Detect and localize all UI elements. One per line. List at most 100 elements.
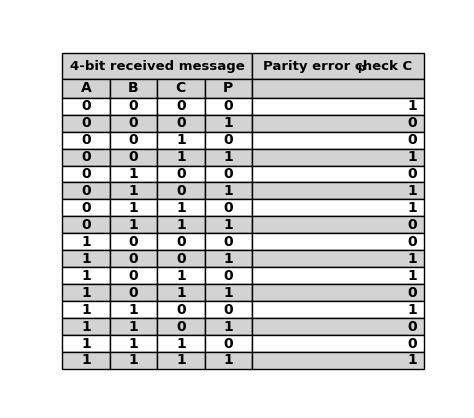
Text: 1: 1 [408,354,417,367]
Bar [157,250,205,267]
Bar [157,199,205,217]
Text: 1: 1 [176,354,186,367]
Bar [252,115,423,132]
Text: 0: 0 [223,336,233,351]
Bar [205,233,252,250]
Bar [205,149,252,166]
Text: 0: 0 [408,320,417,334]
Text: 0: 0 [128,235,138,249]
Bar [110,301,157,318]
Bar [205,132,252,149]
Text: 0: 0 [408,218,417,232]
Bar [205,352,252,369]
Text: 0: 0 [81,167,91,181]
Bar [205,98,252,115]
Bar [110,79,157,98]
Text: 0: 0 [408,116,417,130]
Bar [252,318,423,335]
Bar [63,166,110,183]
Text: 0: 0 [223,269,233,283]
Text: 0: 0 [176,235,186,249]
Bar [205,318,252,335]
Bar [110,217,157,233]
Bar [63,98,110,115]
Bar [157,149,205,166]
Bar [110,115,157,132]
Text: 1: 1 [176,201,186,215]
Bar [157,301,205,318]
Bar [63,79,110,98]
Text: 0: 0 [408,167,417,181]
Bar [252,335,423,352]
Bar [157,98,205,115]
Text: Parity error check C: Parity error check C [263,60,412,73]
Bar [252,53,423,79]
Text: 1: 1 [176,336,186,351]
Text: 1: 1 [408,269,417,283]
Bar [252,284,423,301]
Bar [205,199,252,217]
Bar [110,335,157,352]
Bar [252,217,423,233]
Bar [63,352,110,369]
Text: 1: 1 [176,133,186,147]
Text: 0: 0 [176,99,186,113]
Bar [63,250,110,267]
Text: 0: 0 [176,116,186,130]
Bar [157,79,205,98]
Text: 1: 1 [128,167,138,181]
Text: 0: 0 [176,184,186,198]
Text: 1: 1 [223,150,233,164]
Bar [252,79,423,98]
Bar [157,183,205,199]
Text: 0: 0 [81,201,91,215]
Text: C: C [176,82,186,95]
Text: 1: 1 [81,354,91,367]
Text: 0: 0 [223,167,233,181]
Text: P: P [223,82,233,95]
Bar [157,318,205,335]
Bar [252,267,423,284]
Text: 1: 1 [176,269,186,283]
Text: 1: 1 [223,184,233,198]
Text: 1: 1 [223,116,233,130]
Text: 1: 1 [128,336,138,351]
Bar [157,352,205,369]
Bar [252,233,423,250]
Bar [205,335,252,352]
Text: 1: 1 [81,235,91,249]
Bar [110,149,157,166]
Text: 1: 1 [128,218,138,232]
Text: 1: 1 [81,303,91,316]
Bar [157,233,205,250]
Bar [110,98,157,115]
Text: 1: 1 [408,150,417,164]
Text: 1: 1 [81,320,91,334]
Bar [252,132,423,149]
Bar [252,250,423,267]
Bar [205,217,252,233]
Text: 0: 0 [408,285,417,300]
Text: p: p [357,64,365,74]
Text: 0: 0 [408,133,417,147]
Text: 1: 1 [176,285,186,300]
Bar [110,284,157,301]
Text: 0: 0 [128,285,138,300]
Bar [205,250,252,267]
Text: 0: 0 [223,133,233,147]
Text: 1: 1 [223,354,233,367]
Text: 1: 1 [408,99,417,113]
Text: 1: 1 [128,184,138,198]
Bar [252,166,423,183]
Bar [63,335,110,352]
Text: 1: 1 [128,354,138,367]
Bar [157,217,205,233]
Text: 0: 0 [128,252,138,266]
Bar [110,199,157,217]
Bar [110,183,157,199]
Bar [157,132,205,149]
Text: 1: 1 [408,201,417,215]
Text: 0: 0 [408,235,417,249]
Bar [63,132,110,149]
Text: 1: 1 [223,252,233,266]
